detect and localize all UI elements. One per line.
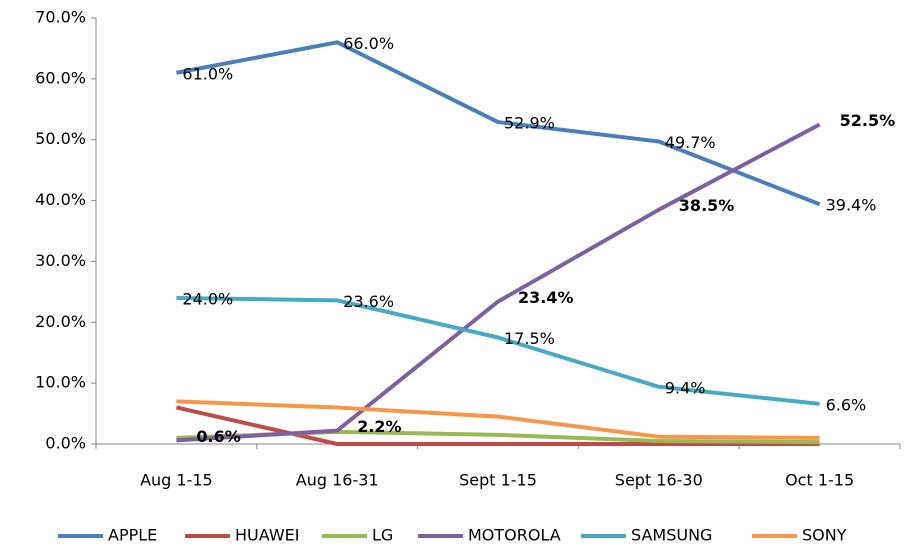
data-label: 38.5% [679, 196, 735, 215]
line-series [176, 40, 821, 207]
line-series [175, 405, 820, 446]
line-series [176, 295, 820, 406]
legend-label: LG [372, 526, 393, 545]
y-tick-label: 60.0% [35, 68, 86, 87]
y-tick-label: 40.0% [35, 190, 86, 209]
legend-label: HUAWEI [235, 526, 299, 545]
data-label: 52.5% [840, 111, 896, 130]
y-tick-label: 0.0% [45, 434, 86, 453]
legend-label: SAMSUNG [631, 526, 712, 545]
line-series [176, 399, 820, 440]
legend-label: SONY [802, 526, 847, 545]
y-tick-label: 70.0% [35, 8, 86, 27]
data-label: 49.7% [665, 133, 716, 152]
line-series [176, 122, 821, 443]
legend-label: MOTOROLA [468, 526, 561, 545]
y-tick-label: 20.0% [35, 312, 86, 331]
x-tick-label: Sept 1-15 [459, 471, 537, 490]
data-label: 66.0% [343, 34, 394, 53]
data-label: 52.9% [504, 114, 555, 133]
data-label: 23.4% [518, 288, 574, 307]
data-label: 2.2% [357, 417, 401, 436]
data-label: 23.6% [343, 292, 394, 311]
data-label: 6.6% [826, 395, 867, 414]
y-tick-label: 30.0% [35, 251, 86, 270]
data-label: 39.4% [826, 196, 877, 215]
legend-label: APPLE [108, 526, 157, 545]
data-label: 24.0% [182, 289, 233, 308]
y-tick-label: 50.0% [35, 129, 86, 148]
y-tick-label: 10.0% [35, 373, 86, 392]
data-label: 61.0% [182, 64, 233, 83]
x-tick-label: Sept 16-30 [615, 471, 703, 490]
data-label: 0.6% [196, 427, 240, 446]
x-tick-label: Oct 1-15 [785, 471, 854, 490]
data-label: 17.5% [504, 329, 555, 348]
x-tick-label: Aug 16-31 [296, 471, 379, 490]
data-label: 9.4% [665, 378, 706, 397]
x-tick-label: Aug 1-15 [140, 471, 213, 490]
